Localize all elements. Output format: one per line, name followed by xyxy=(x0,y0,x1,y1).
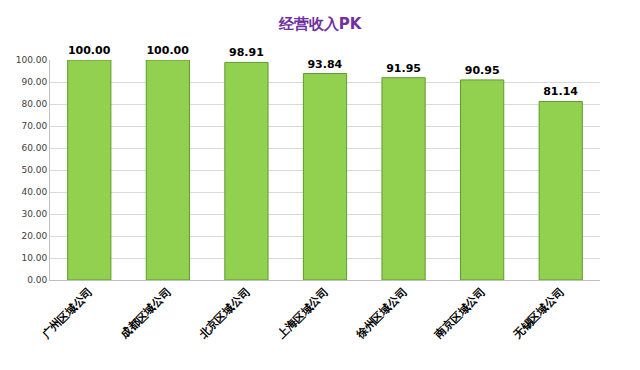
svg-text:93.84: 93.84 xyxy=(307,58,342,71)
svg-text:40.00: 40.00 xyxy=(21,187,47,197)
svg-text:100.00: 100.00 xyxy=(146,44,189,57)
svg-text:北京区域公司: 北京区域公司 xyxy=(196,286,253,343)
svg-text:30.00: 30.00 xyxy=(21,209,47,219)
svg-text:90.00: 90.00 xyxy=(21,77,47,87)
svg-text:南京区域公司: 南京区域公司 xyxy=(432,286,489,343)
svg-text:91.95: 91.95 xyxy=(386,62,421,75)
svg-text:成都区域公司: 成都区域公司 xyxy=(117,286,174,343)
svg-text:81.14: 81.14 xyxy=(543,85,578,98)
svg-text:60.00: 60.00 xyxy=(21,143,47,153)
svg-text:0.00: 0.00 xyxy=(27,275,47,285)
svg-text:无锡区域公司: 无锡区域公司 xyxy=(510,286,567,343)
svg-text:经营收入PK: 经营收入PK xyxy=(278,15,363,33)
svg-text:10.00: 10.00 xyxy=(21,253,47,263)
svg-text:广州区域公司: 广州区域公司 xyxy=(39,286,96,343)
svg-text:50.00: 50.00 xyxy=(21,165,47,175)
svg-text:80.00: 80.00 xyxy=(21,99,47,109)
svg-text:上海区域公司: 上海区域公司 xyxy=(274,286,331,343)
svg-text:90.95: 90.95 xyxy=(465,64,500,77)
svg-text:70.00: 70.00 xyxy=(21,121,47,131)
svg-text:20.00: 20.00 xyxy=(21,231,47,241)
svg-text:98.91: 98.91 xyxy=(229,46,264,59)
svg-text:100.00: 100.00 xyxy=(16,55,48,65)
svg-text:徐州区域公司: 徐州区域公司 xyxy=(353,286,410,343)
svg-text:100.00: 100.00 xyxy=(68,44,111,57)
